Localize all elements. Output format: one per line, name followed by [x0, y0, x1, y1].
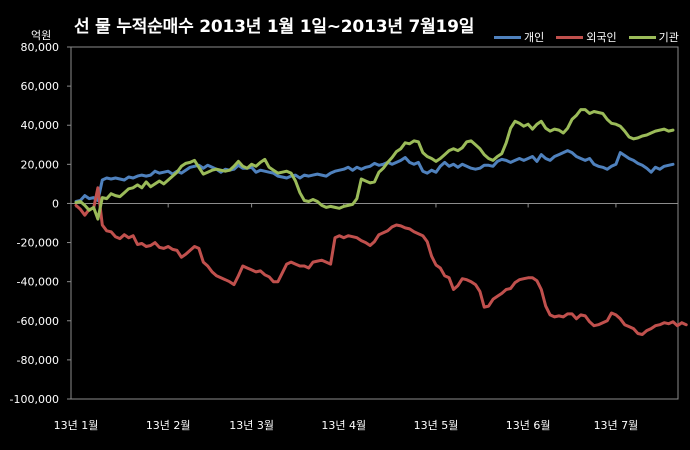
y-axis-unit: 억원 — [31, 29, 52, 42]
series-line-1 — [74, 186, 688, 336]
legend-swatch — [556, 35, 584, 39]
x-tick-label: 13년 7월 — [594, 419, 639, 432]
y-tick-label: -40,000 — [17, 276, 59, 289]
x-tick-label: 13년 6월 — [506, 419, 551, 432]
x-tick-label: 13년 2월 — [146, 419, 191, 432]
y-tick-label: 0 — [52, 197, 59, 210]
legend-label: 기관 — [658, 31, 679, 44]
x-tick-label: 13년 4월 — [321, 419, 366, 432]
legend-item-individual: 개인 — [494, 29, 544, 45]
legend-swatch — [628, 35, 656, 39]
legend-item-foreign: 외국인 — [556, 29, 617, 45]
legend-item-institution: 기관 — [628, 29, 679, 45]
legend-swatch — [494, 35, 521, 39]
legend-label: 개인 — [524, 31, 545, 44]
x-tick-label: 13년 1월 — [54, 419, 99, 432]
y-tick-label: 20,000 — [21, 158, 60, 171]
y-tick-label: 60,000 — [21, 80, 60, 93]
y-tick-label: 80,000 — [21, 41, 60, 54]
y-tick-label: -60,000 — [17, 315, 59, 328]
x-tick-label: 13년 3월 — [229, 419, 274, 432]
series-line-2 — [74, 108, 675, 221]
legend-label: 외국인 — [586, 31, 617, 44]
x-tick-label: 13년 5월 — [414, 419, 459, 432]
y-tick-label: -100,000 — [10, 393, 59, 406]
legend: 개인 외국인 기관 — [494, 29, 679, 45]
plot-area — [70, 46, 679, 400]
chart-title: 선 물 누적순매수 2013년 1월 1일~2013년 7월19일 — [74, 17, 475, 37]
y-tick-label: -20,000 — [17, 237, 59, 250]
y-tick-label: -80,000 — [17, 354, 59, 367]
y-tick-label: 40,000 — [21, 119, 60, 132]
